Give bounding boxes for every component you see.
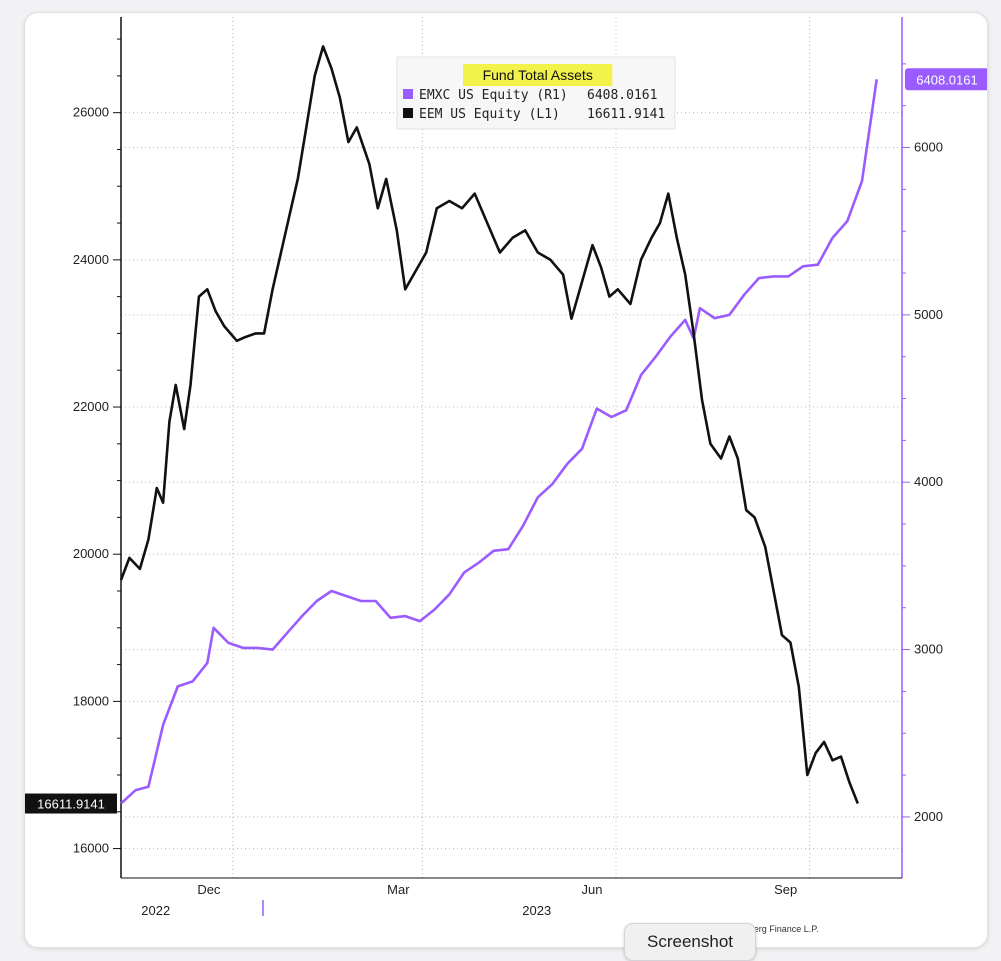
tick-labels: 16000 18000 20000 22000 24000 26000 2000 3000 40… [73,105,943,918]
legend-swatch-0 [403,89,413,99]
legend-title: Fund Total Assets [483,67,593,83]
y-right-tick-label-3000: 3000 [914,642,943,657]
series-lines [119,45,878,805]
x-year-label-2023: 2023 [522,903,551,918]
x-tick-label-Dec: Dec [197,882,221,897]
legend-series-name-1: EEM US Equity (L1) [419,107,560,122]
series-line-eem [119,45,860,804]
grid [121,17,902,878]
axes [113,17,910,916]
x-tick-label-Jun: Jun [582,882,603,897]
series-line-emxc [120,79,878,805]
screenshot-button[interactable]: Screenshot [624,923,756,961]
y-left-tick-label-16000: 16000 [73,841,109,856]
legend-series-value-0: 6408.0161 [587,88,657,103]
legend-title-highlight [463,64,613,86]
chart-card: 16000 18000 20000 22000 24000 26000 2000 3000 40… [24,12,988,948]
y-left-tick-label-24000: 24000 [73,252,109,267]
fund-total-assets-chart: 16000 18000 20000 22000 24000 26000 2000 3000 40… [25,17,987,934]
legend: Fund Total Assets EMXC US Equity (R1) 6408… [396,56,676,130]
x-tick-label-Mar: Mar [387,882,410,897]
y-right-tick-label-5000: 5000 [914,307,943,322]
y-right-tick-label-6000: 6000 [914,140,943,155]
right-last-value-text: 6408.0161 [916,72,977,87]
right-last-value-badge [905,68,987,91]
x-year-label-2022: 2022 [141,903,170,918]
legend-series-value-1: 16611.9141 [587,107,665,122]
legend-series-name-0: EMXC US Equity (R1) [419,88,568,103]
y-right-tick-label-2000: 2000 [914,809,943,824]
legend-swatch-1 [403,108,413,118]
y-left-tick-label-22000: 22000 [73,399,109,414]
y-right-tick-label-4000: 4000 [914,474,943,489]
last-value-badges: 6408.0161 16611.9141 [25,68,987,814]
y-left-tick-label-18000: 18000 [73,693,109,708]
y-left-tick-label-20000: 20000 [73,546,109,561]
left-last-value-badge [25,793,117,814]
y-left-tick-label-26000: 26000 [73,105,109,120]
x-tick-label-Sep: Sep [774,882,797,897]
left-last-value-text: 16611.9141 [37,797,105,812]
